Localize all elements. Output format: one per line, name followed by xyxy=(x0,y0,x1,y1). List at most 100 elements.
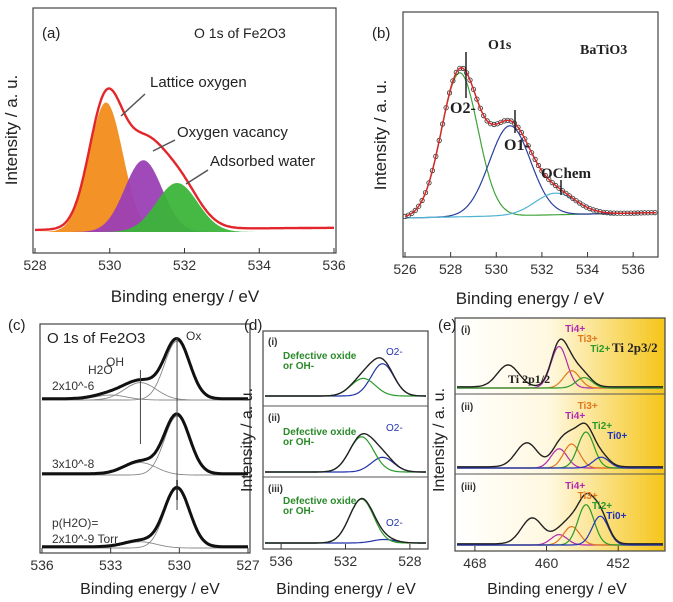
panel-e-x-ticks: 468 460 452 xyxy=(463,546,630,571)
panel-d-x-ticks: 536 532 528 xyxy=(269,544,422,569)
panel-d-1-total-line xyxy=(265,357,426,397)
panel-b-data-point xyxy=(484,118,490,124)
panel-c-spectrum-2-line xyxy=(42,412,248,476)
panel-b-component-o1- xyxy=(405,125,656,219)
panel-b-annotation-o2: O2- xyxy=(450,100,476,117)
panel-e: (i) Ti4+Ti3+Ti2+(ii) Ti3+Ti4+Ti2+Ti0+(iii)… xyxy=(431,317,666,598)
panel-b-data-point xyxy=(566,193,572,199)
panel-b-data-point xyxy=(518,129,525,136)
panel-c-spectrum-2-label: 3x10^-8 xyxy=(52,457,95,471)
panel-d-subpanel-label-1: (i) xyxy=(268,337,277,348)
panel-c-pressure-label: p(H2O)= xyxy=(52,516,98,530)
panel-b-plot-area xyxy=(402,65,658,219)
panel-b-tick-label-530: 530 xyxy=(485,261,509,277)
panel-d-1-component-defect xyxy=(265,377,426,397)
panel-a-envelope-line xyxy=(35,87,334,232)
panel-a-xlabel: Binding energy / eV xyxy=(111,287,260,306)
panel-a-peak-adsorbed-water xyxy=(35,183,334,232)
panel-c-spectrum-1-label: 2x10^-6 xyxy=(52,379,95,393)
panel-a-arrow-2 xyxy=(152,139,176,152)
panel-b-data-point xyxy=(453,69,459,76)
panel-b-annotation-o1: O1- xyxy=(504,137,530,154)
panel-a: 528 530 532 534 536 (a) O 1s of Fe2O3 Lattic… xyxy=(2,7,346,306)
panel-c: 536 533 530 527 (c) O 1s of Fe2O3 H2O OH Ox… xyxy=(8,317,260,598)
panel-b-data-point xyxy=(419,197,425,204)
panel-c-label: (c) xyxy=(8,317,26,334)
panel-e-3-component-ti0p xyxy=(457,515,663,546)
panel-c-spectrum-3-line xyxy=(42,485,248,549)
panel-d-2-component-oxide xyxy=(265,456,426,473)
panel-d-ylabel: Intensity / a. u. xyxy=(239,388,256,492)
panel-e-ti2p12-label: Ti 2p1/2 xyxy=(508,372,550,386)
panel-a-annotation-lattice: Lattice oxygen xyxy=(150,74,247,91)
panel-a-annotation-water: Adsorbed water xyxy=(210,153,315,170)
panel-b-data-point xyxy=(539,168,545,174)
panel-a-tick-label-528: 528 xyxy=(23,257,47,273)
panel-e-1-component-ti2p xyxy=(457,377,663,389)
panel-a-plot-area xyxy=(35,87,334,232)
panel-b-data-point xyxy=(416,203,422,209)
panel-a-tick-label-536: 536 xyxy=(322,257,346,273)
panel-c-peak-ox: Ox xyxy=(186,329,201,343)
panel-d-3-total-line xyxy=(265,497,426,544)
panel-b-title: O1s xyxy=(488,38,512,53)
panel-e-subpanel-label-1: (i) xyxy=(461,325,470,336)
panel-d-subpanel-label-3: (iii) xyxy=(268,484,283,495)
panel-c-peak-oh: OH xyxy=(106,355,124,369)
panel-d-annotation-oh-1: or OH- xyxy=(283,361,314,372)
panel-c-tick-label-536: 536 xyxy=(30,557,54,573)
panel-b-data-point xyxy=(409,210,415,216)
panel-b-tick-label-536: 536 xyxy=(622,261,646,277)
panel-a-annotation-vacancy: Oxygen vacancy xyxy=(177,124,288,141)
panel-d-annotation-oh-2: or OH- xyxy=(283,437,314,448)
panel-b-data-point xyxy=(587,206,593,212)
panel-e-1-label-ti3p: Ti3+ xyxy=(578,334,598,345)
panel-e-2-component-ti0p xyxy=(457,456,663,469)
panel-b: 526 528 530 532 534 536 (b) O1s BaTiO3 O2- O1… xyxy=(371,11,659,308)
panel-e-tick-label-452: 452 xyxy=(607,555,631,571)
panel-b-x-ticks: 526 528 530 532 534 536 xyxy=(393,252,645,277)
panel-d-annotation-o2-1: O2- xyxy=(386,347,403,358)
panel-a-arrow-1 xyxy=(120,93,146,117)
panel-b-tick-label-528: 528 xyxy=(439,261,463,277)
panel-e-frame xyxy=(454,317,666,552)
panel-c-tick-label-533: 533 xyxy=(99,557,123,573)
panel-a-peak-lattice-oxygen xyxy=(35,102,334,232)
panel-d-tick-label-528: 528 xyxy=(398,553,422,569)
panel-b-data-point xyxy=(515,124,521,130)
panel-e-2-label-ti3p: Ti3+ xyxy=(578,401,598,412)
panel-d-subpanel-label-2: (ii) xyxy=(268,413,280,424)
panel-b-data-point xyxy=(528,150,535,156)
panel-e-title: Ti 2p3/2 xyxy=(612,340,658,355)
panel-a-title: O 1s of Fe2O3 xyxy=(194,25,286,41)
panel-e-subpanel-label-2: (ii) xyxy=(461,402,473,413)
panel-e-xlabel: Binding energy / eV xyxy=(487,581,627,598)
panel-e-tick-label-460: 460 xyxy=(535,555,559,571)
panel-e-2-label-ti4p: Ti4+ xyxy=(565,411,585,422)
panel-c-title: O 1s of Fe2O3 xyxy=(47,330,145,347)
panel-e-plot-area: (i) Ti4+Ti3+Ti2+(ii) Ti3+Ti4+Ti2+Ti0+(iii)… xyxy=(455,324,665,546)
panel-a-label: (a) xyxy=(42,25,60,42)
panel-c-xlabel: Binding energy / eV xyxy=(80,581,220,598)
panel-c-tick-label-527: 527 xyxy=(236,557,260,573)
panel-c-frame xyxy=(39,323,251,554)
panel-b-data-point xyxy=(412,207,418,213)
panel-e-1-label-ti2p: Ti2+ xyxy=(590,344,610,355)
panel-d-annotation-o2-2: O2- xyxy=(386,423,403,434)
panel-b-data-point xyxy=(542,172,548,179)
panel-b-annotation-ochem: OChem xyxy=(541,166,592,182)
panel-b-data-point xyxy=(481,113,487,119)
panel-e-ylabel: Intensity / a. u. xyxy=(431,388,448,492)
panel-e-3-label-ti0p: Ti0+ xyxy=(606,511,626,522)
panel-c-spectrum-3-label: 2x10^-9 Torr xyxy=(52,532,118,546)
panel-e-1-total-line xyxy=(457,338,663,388)
panel-e-label: (e) xyxy=(438,317,456,334)
panel-c-x-ticks: 536 533 530 527 xyxy=(30,548,260,573)
panel-b-data-point xyxy=(422,190,429,196)
panel-b-xlabel: Binding energy / eV xyxy=(456,289,605,308)
panel-b-data-point xyxy=(570,195,576,201)
panel-b-data-point xyxy=(522,136,528,142)
panel-d-tick-label-532: 532 xyxy=(334,553,358,569)
panel-b-data-point xyxy=(532,156,538,162)
panel-b-data-point xyxy=(549,180,555,186)
